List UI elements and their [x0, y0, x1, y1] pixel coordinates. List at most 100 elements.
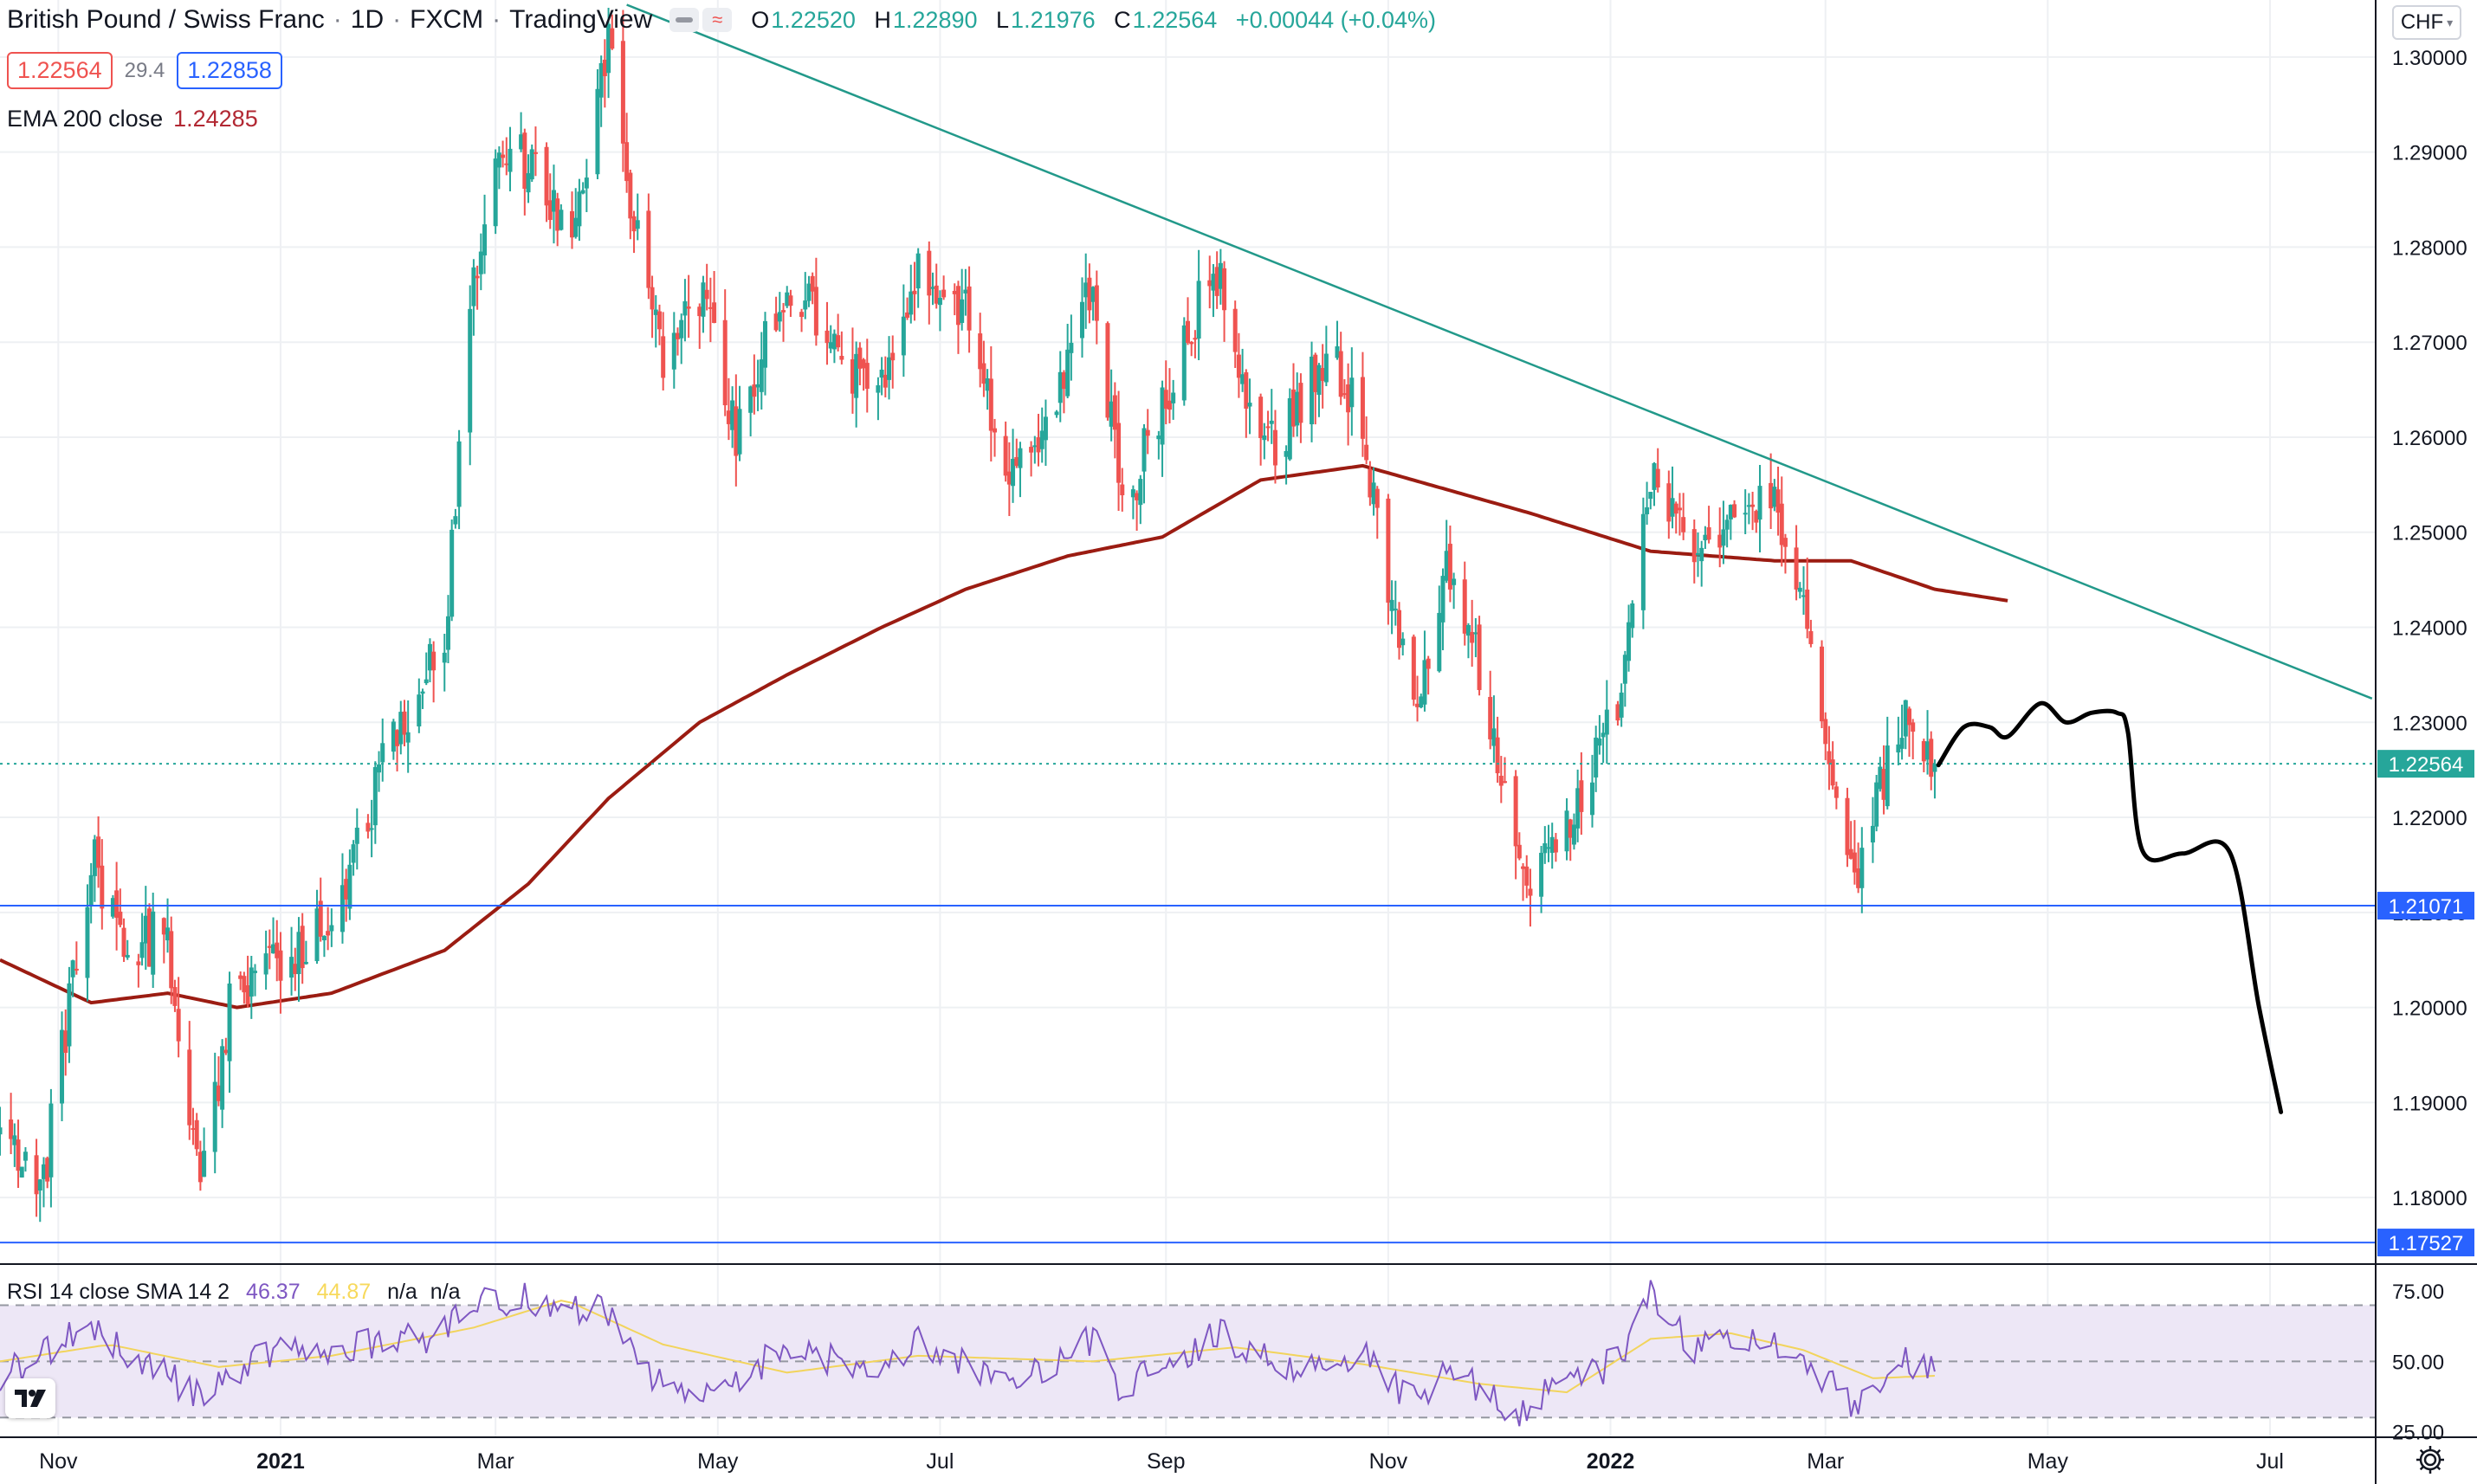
- candle-body: [329, 925, 334, 932]
- ema-legend[interactable]: EMA 200 close 1.24285: [7, 106, 258, 132]
- candle-body: [1845, 797, 1850, 855]
- interval[interactable]: 1D: [350, 5, 385, 34]
- candle-body: [1284, 450, 1289, 457]
- candle: [1310, 341, 1315, 442]
- candle: [1291, 363, 1297, 437]
- candle-body: [1116, 423, 1122, 483]
- symbol-name[interactable]: British Pound / Swiss Franc: [7, 5, 325, 34]
- candle-body: [519, 134, 524, 150]
- candle-body: [92, 839, 97, 876]
- candle-body: [1648, 492, 1653, 500]
- candle-body: [1571, 824, 1576, 845]
- candle: [191, 1107, 196, 1145]
- candle: [372, 761, 378, 844]
- candle-body: [1521, 866, 1526, 869]
- candle: [631, 210, 637, 254]
- candle-body: [493, 158, 498, 227]
- candle-body: [559, 210, 564, 230]
- candle: [478, 233, 483, 291]
- candle: [864, 339, 870, 413]
- data-source: TradingView: [509, 5, 653, 34]
- candle: [1295, 372, 1300, 437]
- candle-body: [1272, 429, 1277, 466]
- candle-body: [890, 352, 896, 361]
- gear-icon[interactable]: [2413, 1442, 2448, 1477]
- candle-body: [1411, 636, 1416, 700]
- symbol-legend[interactable]: British Pound / Swiss Franc · 1D · FXCM …: [7, 5, 1436, 35]
- candle-body: [471, 267, 476, 306]
- candle: [1014, 438, 1019, 468]
- candle: [1397, 602, 1402, 660]
- candle: [1196, 249, 1201, 360]
- candle-body: [671, 332, 676, 370]
- candle-body: [1054, 411, 1059, 416]
- candle: [493, 149, 498, 235]
- candle: [955, 281, 960, 354]
- candle: [194, 1113, 199, 1156]
- candle-body: [726, 410, 731, 424]
- candle-body: [1419, 696, 1424, 707]
- price-tick-label: 1.27000: [2392, 332, 2467, 355]
- wave-icon[interactable]: ≈: [702, 8, 733, 32]
- price-tick-label: 1.28000: [2392, 236, 2467, 260]
- candle-body: [1703, 534, 1708, 541]
- candle: [169, 916, 174, 1004]
- candle-body: [1130, 489, 1135, 498]
- buy-price-button[interactable]: 1.22858: [177, 52, 282, 89]
- currency-selector[interactable]: CHF ▾: [2392, 5, 2461, 40]
- candle: [1112, 382, 1117, 459]
- candle: [825, 301, 830, 365]
- sell-price-button[interactable]: 1.22564: [7, 52, 113, 89]
- candle: [1859, 827, 1865, 913]
- candle-body: [584, 177, 589, 189]
- candle: [1677, 493, 1682, 536]
- candle-body: [952, 290, 957, 294]
- ema-label: EMA 200 close: [7, 106, 164, 132]
- candle-body: [449, 529, 455, 617]
- candle-body: [212, 1081, 217, 1152]
- candle: [1313, 352, 1318, 425]
- candle-body: [445, 616, 450, 650]
- candle: [45, 1156, 50, 1189]
- candle: [1743, 489, 1748, 534]
- rsi-legend[interactable]: RSI 14 close SMA 14 2 46.37 44.87 n/a n/…: [7, 1280, 461, 1305]
- candle-body: [993, 428, 998, 433]
- candle-body: [1422, 660, 1427, 705]
- candle: [701, 275, 706, 333]
- candle-body: [1470, 631, 1475, 643]
- candle-body: [1426, 658, 1431, 669]
- time-tick-label: Sep: [1147, 1449, 1185, 1474]
- candle: [1211, 264, 1216, 318]
- tradingview-logo-icon[interactable]: [5, 1378, 55, 1418]
- hline-price-tag-text: 1.21071: [2389, 895, 2464, 919]
- candle-body: [1006, 471, 1012, 485]
- candle: [136, 953, 141, 988]
- candle-body: [125, 954, 130, 958]
- candle-body: [1528, 888, 1533, 896]
- candle: [176, 977, 181, 1058]
- candle-body: [249, 967, 254, 997]
- candle-body: [1437, 612, 1442, 672]
- candle: [289, 926, 294, 996]
- candle: [1691, 519, 1697, 584]
- candle-body: [197, 1152, 203, 1183]
- eye-hide-icon[interactable]: [669, 8, 700, 32]
- candle-body: [1371, 482, 1376, 505]
- candle: [1589, 754, 1594, 828]
- candle-body: [0, 1127, 3, 1135]
- candle-body: [1539, 852, 1544, 897]
- candle-body: [960, 299, 965, 323]
- candle: [1346, 363, 1351, 446]
- candle: [1374, 486, 1380, 539]
- rsi-tick-label: 50.00: [2392, 1351, 2444, 1374]
- trade-buttons: 1.22564 29.4 1.22858: [7, 52, 282, 89]
- candle: [1057, 351, 1063, 423]
- candle-body: [1929, 739, 1934, 777]
- candle-body: [1236, 354, 1241, 378]
- candle: [344, 868, 349, 922]
- candle-body: [1724, 519, 1730, 530]
- candle: [734, 374, 739, 487]
- candle: [377, 751, 382, 792]
- rsi-tick-label: 25.00: [2392, 1422, 2444, 1445]
